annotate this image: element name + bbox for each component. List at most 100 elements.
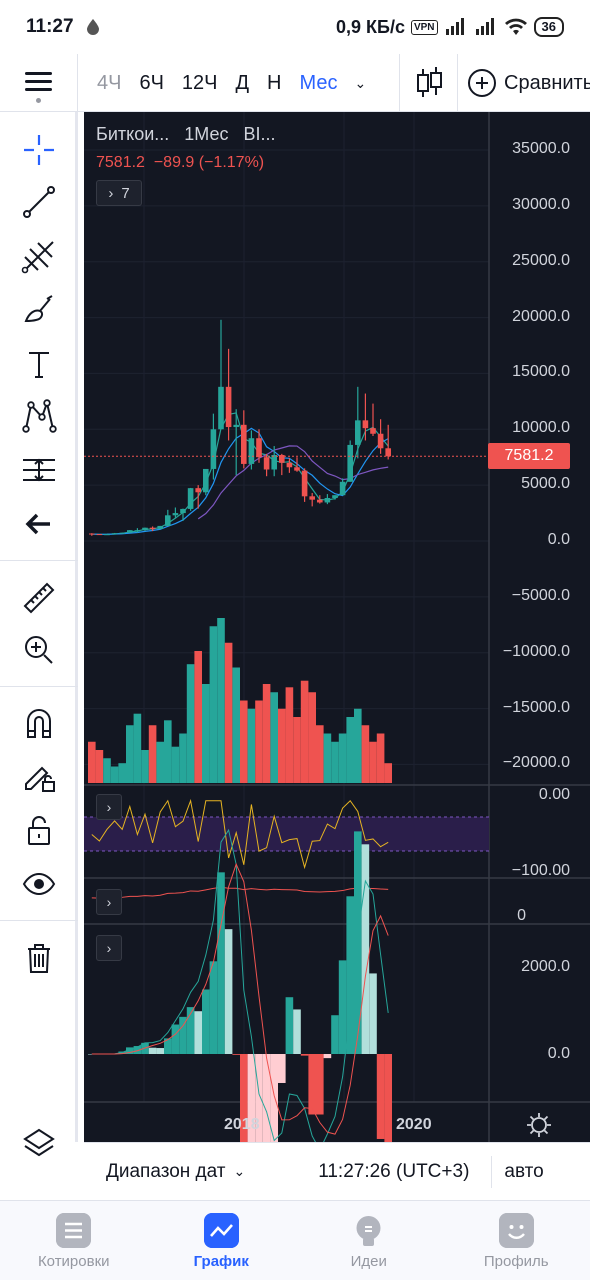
candle-body <box>89 533 95 535</box>
nav-chart[interactable]: График <box>148 1201 296 1280</box>
current-price-label: 7581.2 <box>488 443 570 470</box>
candle-body <box>157 525 163 529</box>
interval-12h[interactable]: 12Ч <box>181 71 218 94</box>
legend-exchange: BI... <box>243 124 276 144</box>
volume-bar <box>164 720 172 783</box>
bottom-navigation: Котировки График Идеи Профиль <box>0 1200 590 1280</box>
trend-line-tool[interactable] <box>0 176 78 228</box>
macd-histogram-bar <box>232 1054 240 1055</box>
interval-day[interactable]: Д <box>235 71 250 94</box>
candle-body <box>248 438 255 464</box>
chart-icon <box>203 1213 239 1248</box>
zoom-in-tool[interactable] <box>0 624 78 676</box>
macd-histogram-bar <box>338 960 347 1054</box>
nav-label: Идеи <box>350 1253 387 1270</box>
indicators-toggle-button[interactable]: › 7 <box>96 180 142 206</box>
chevron-right-icon: › <box>106 799 112 815</box>
auto-scale-toggle[interactable]: авто <box>504 1160 544 1182</box>
pitchfork-icon <box>21 241 54 274</box>
macd-histogram-bar <box>148 1047 157 1054</box>
rsi-pane-toggle[interactable]: › <box>96 794 122 820</box>
pitchfork-tool[interactable] <box>0 230 78 282</box>
price-axis-label: 10000.0 <box>512 419 570 437</box>
indicator-line <box>91 886 389 899</box>
volume-bar <box>103 758 111 783</box>
candle-body <box>96 534 103 536</box>
chevron-right-icon: › <box>106 894 112 910</box>
back-arrow-tool[interactable] <box>0 498 78 550</box>
visibility-tool[interactable] <box>0 858 78 910</box>
chevron-down-icon[interactable]: ⌄ <box>354 74 367 91</box>
measure-range-tool[interactable] <box>0 444 78 496</box>
nav-quotes[interactable]: Котировки <box>0 1201 148 1280</box>
macd-line <box>91 828 389 1142</box>
candle-body <box>127 530 133 533</box>
delete-tool[interactable] <box>0 932 78 984</box>
volume-bar <box>179 733 187 783</box>
candle-body <box>172 513 179 516</box>
lock-drawings-tool[interactable] <box>0 750 78 802</box>
candle-body <box>339 481 346 496</box>
interval-4h[interactable]: 4Ч <box>97 71 122 94</box>
volume-bar <box>110 766 119 783</box>
price-axis-label: 35000.0 <box>512 140 570 157</box>
pane3-toggle[interactable]: › <box>96 889 122 915</box>
volume-bar <box>293 717 301 783</box>
candle-body <box>370 428 376 434</box>
interval-week[interactable]: Н <box>267 71 282 94</box>
ruler-tool[interactable] <box>0 572 78 624</box>
plus-circle-icon <box>468 69 496 97</box>
legend-values: 7581.2 −89.9 (−1.17%) <box>96 154 264 172</box>
interval-6h[interactable]: 6Ч <box>139 71 164 94</box>
pattern-tool[interactable] <box>0 390 78 442</box>
volume-bar <box>88 741 96 783</box>
volume-bar <box>300 680 309 783</box>
chart-legend: Биткои... 1Мес BI... <box>96 124 276 145</box>
magnet-tool[interactable] <box>0 698 78 750</box>
volume-bar <box>202 684 210 783</box>
macd-histogram-bar <box>202 989 210 1054</box>
macd-histogram-bar <box>376 1054 385 1139</box>
layers-tool[interactable] <box>0 1117 78 1169</box>
chevron-right-icon: › <box>108 184 114 202</box>
volume-bar <box>308 692 316 783</box>
legend-symbol[interactable]: Биткои... <box>96 124 170 144</box>
macd-histogram-bar <box>270 1054 278 1142</box>
trend-line-icon <box>23 186 55 218</box>
candle-body <box>104 534 110 536</box>
candle-body <box>187 488 194 509</box>
macd-pane-toggle[interactable]: › <box>96 935 122 961</box>
brush-tool[interactable] <box>0 284 78 336</box>
candle-body <box>347 444 353 482</box>
macd-histogram-bar <box>224 929 233 1054</box>
crosshair-tool[interactable] <box>0 124 78 176</box>
date-range-button[interactable]: Диапазон дат ⌄ <box>106 1161 245 1183</box>
settings-gear-icon[interactable] <box>524 1110 554 1140</box>
macd-histogram-bar <box>323 1054 332 1059</box>
clock-timezone[interactable]: 11:27:26 (UTC+3) <box>318 1160 470 1182</box>
menu-button[interactable] <box>0 54 78 112</box>
macd-histogram-bar <box>285 997 294 1054</box>
volume-bar <box>384 763 392 783</box>
macd-histogram-bar <box>194 1011 202 1054</box>
nav-profile[interactable]: Профиль <box>443 1201 590 1280</box>
volume-bar <box>126 725 134 783</box>
unlock-tool[interactable] <box>0 804 78 856</box>
nav-ideas[interactable]: Идеи <box>295 1201 443 1280</box>
candle-body <box>301 470 308 497</box>
chart-canvas[interactable] <box>84 112 590 1142</box>
text-tool[interactable] <box>0 338 78 390</box>
toolbar-divider <box>457 54 458 112</box>
interval-month[interactable]: Мес <box>299 71 338 94</box>
tools-divider <box>0 920 78 921</box>
candle-body <box>263 457 270 470</box>
chart-type-button[interactable] <box>400 54 458 112</box>
pane3-axis-label: 0 <box>517 907 526 924</box>
candle-body <box>119 532 125 534</box>
chart-area[interactable]: Биткои... 1Мес BI... 7581.2 −89.9 (−1.17… <box>84 112 590 1142</box>
compare-button[interactable]: Сравнить <box>468 68 590 98</box>
tools-divider <box>0 560 78 561</box>
macd-histogram-bar <box>361 844 370 1054</box>
rsi-band <box>84 817 489 851</box>
unlock-icon <box>28 816 50 845</box>
